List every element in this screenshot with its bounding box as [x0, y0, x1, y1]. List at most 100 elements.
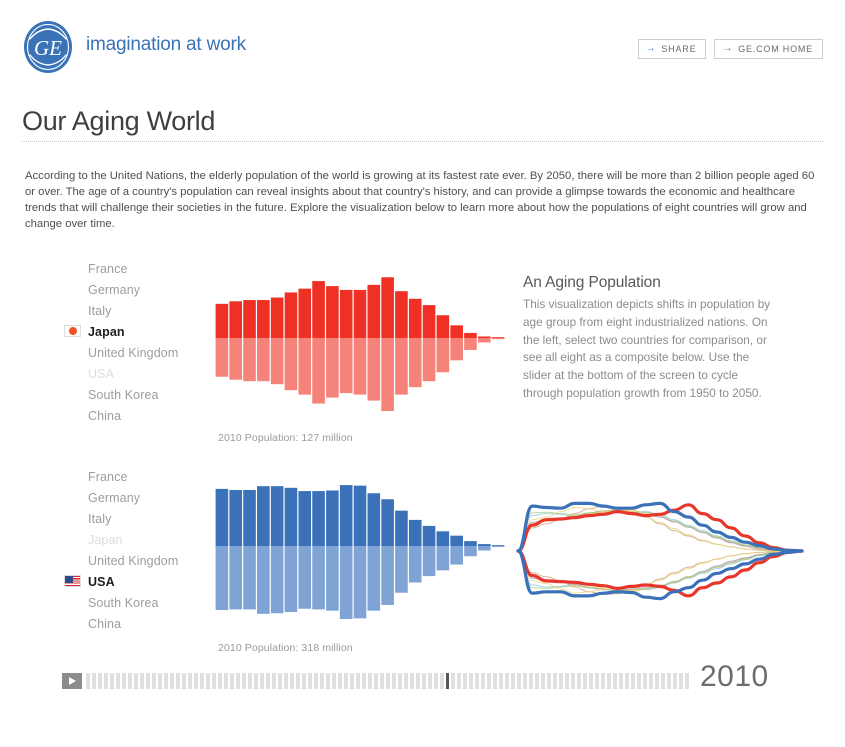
timeline-tick[interactable]	[440, 673, 444, 689]
timeline-tick[interactable]	[643, 673, 647, 689]
timeline-tick[interactable]	[224, 673, 228, 689]
timeline-tick[interactable]	[392, 673, 396, 689]
timeline-tick[interactable]	[254, 673, 258, 689]
timeline-tick[interactable]	[571, 673, 575, 689]
timeline-tick[interactable]	[212, 673, 216, 689]
timeline-tick[interactable]	[140, 673, 144, 689]
timeline-tick[interactable]	[667, 673, 671, 689]
timeline-tick[interactable]	[661, 673, 665, 689]
timeline-tick[interactable]	[493, 673, 497, 689]
timeline-tick[interactable]	[344, 673, 348, 689]
play-icon[interactable]	[62, 673, 82, 689]
timeline-tick[interactable]	[326, 673, 330, 689]
timeline-tick[interactable]	[170, 673, 174, 689]
timeline-tick[interactable]	[380, 673, 384, 689]
country-row[interactable]: France	[60, 258, 210, 279]
country-row[interactable]: South Korea	[60, 592, 210, 613]
ge-monogram-icon[interactable]: GE	[21, 20, 75, 74]
timeline-tick[interactable]	[218, 673, 222, 689]
timeline-tick[interactable]	[613, 673, 617, 689]
timeline-tick[interactable]	[511, 673, 515, 689]
timeline-tick[interactable]	[386, 673, 390, 689]
timeline-tick[interactable]	[410, 673, 414, 689]
timeline-tick[interactable]	[547, 673, 551, 689]
timeline-tick[interactable]	[338, 673, 342, 689]
timeline-tick[interactable]	[499, 673, 503, 689]
timeline-tick[interactable]	[158, 673, 162, 689]
country-row[interactable]: South Korea	[60, 384, 210, 405]
timeline-tick[interactable]	[248, 673, 252, 689]
timeline-tick[interactable]	[577, 673, 581, 689]
timeline-tick[interactable]	[182, 673, 186, 689]
timeline-tick[interactable]	[637, 673, 641, 689]
timeline-tick[interactable]	[86, 673, 90, 689]
timeline-tick[interactable]	[404, 673, 408, 689]
country-row-selected[interactable]: Japan	[60, 321, 210, 342]
timeline-tick[interactable]	[236, 673, 240, 689]
timeline-tick[interactable]	[260, 673, 264, 689]
timeline-tick[interactable]	[266, 673, 270, 689]
country-row[interactable]: United Kingdom	[60, 550, 210, 571]
timeline-tick[interactable]	[517, 673, 521, 689]
timeline-tick[interactable]	[92, 673, 96, 689]
timeline-tick[interactable]	[523, 673, 527, 689]
timeline-tick[interactable]	[398, 673, 402, 689]
timeline-tick[interactable]	[607, 673, 611, 689]
timeline-tick[interactable]	[194, 673, 198, 689]
timeline-tick[interactable]	[188, 673, 192, 689]
country-row[interactable]: Italy	[60, 508, 210, 529]
timeline-tick[interactable]	[284, 673, 288, 689]
timeline-tick[interactable]	[601, 673, 605, 689]
timeline-tick[interactable]	[272, 673, 276, 689]
timeline-tick[interactable]	[134, 673, 138, 689]
timeline-tick[interactable]	[374, 673, 378, 689]
timeline-tick[interactable]	[535, 673, 539, 689]
timeline-tick[interactable]	[685, 673, 689, 689]
timeline-tick[interactable]	[98, 673, 102, 689]
timeline-tick[interactable]	[583, 673, 587, 689]
ge-com-home-button[interactable]: → GE.COM HOME	[714, 39, 823, 59]
timeline-tick[interactable]	[481, 673, 485, 689]
timeline-tick[interactable]	[457, 673, 461, 689]
timeline-tick[interactable]	[122, 673, 126, 689]
timeline-tick[interactable]	[128, 673, 132, 689]
timeline-tick[interactable]	[487, 673, 491, 689]
timeline-tick[interactable]	[434, 673, 438, 689]
timeline-tick[interactable]	[242, 673, 246, 689]
timeline-tick[interactable]	[176, 673, 180, 689]
timeline-tick[interactable]	[559, 673, 563, 689]
timeline-tick[interactable]	[673, 673, 677, 689]
timeline-tick[interactable]	[655, 673, 659, 689]
timeline-tick[interactable]	[463, 673, 467, 689]
timeline-tick[interactable]	[206, 673, 210, 689]
timeline-tick[interactable]	[362, 673, 366, 689]
timeline-tick[interactable]	[475, 673, 479, 689]
timeline-tick[interactable]	[356, 673, 360, 689]
timeline-tick[interactable]	[152, 673, 156, 689]
country-row-selected[interactable]: USA	[60, 571, 210, 592]
timeline-tick[interactable]	[314, 673, 318, 689]
timeline-tick[interactable]	[428, 673, 432, 689]
timeline-tick[interactable]	[146, 673, 150, 689]
composite-line-chart[interactable]	[510, 476, 810, 626]
timeline-tick[interactable]	[416, 673, 420, 689]
timeline-tick[interactable]	[332, 673, 336, 689]
timeline-tick[interactable]	[553, 673, 557, 689]
timeline-tick[interactable]	[625, 673, 629, 689]
timeline-tick[interactable]	[505, 673, 509, 689]
timeline-tick[interactable]	[278, 673, 282, 689]
timeline-tick[interactable]	[302, 673, 306, 689]
timeline-tick[interactable]	[541, 673, 545, 689]
timeline-tick[interactable]	[451, 673, 455, 689]
share-button[interactable]: → SHARE	[637, 39, 707, 59]
timeline-tick[interactable]	[469, 673, 473, 689]
timeline-tick[interactable]	[290, 673, 294, 689]
country-row[interactable]: China	[60, 405, 210, 426]
timeline-tick[interactable]	[422, 673, 426, 689]
timeline-tick[interactable]	[649, 673, 653, 689]
country-row[interactable]: United Kingdom	[60, 342, 210, 363]
country-row[interactable]: China	[60, 613, 210, 634]
country-row[interactable]: Germany	[60, 487, 210, 508]
timeline-tick[interactable]	[350, 673, 354, 689]
country-row[interactable]: Italy	[60, 300, 210, 321]
